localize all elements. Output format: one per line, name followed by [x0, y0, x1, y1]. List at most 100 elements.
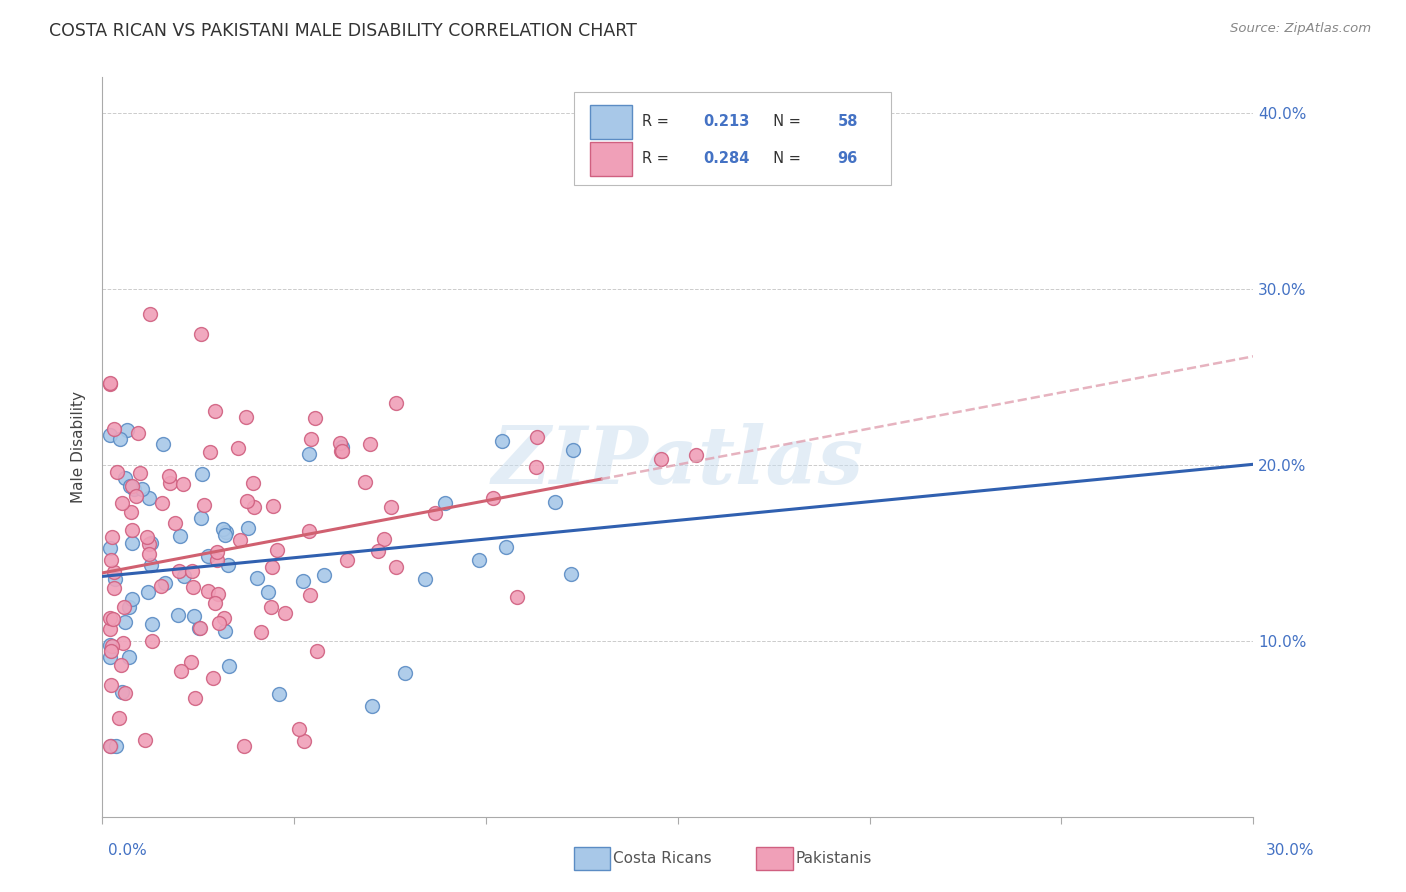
Text: Source: ZipAtlas.com: Source: ZipAtlas.com	[1230, 22, 1371, 36]
Point	[121, 592, 143, 607]
Point	[298, 447, 321, 461]
Point	[526, 430, 548, 444]
Text: Costa Ricans: Costa Ricans	[613, 851, 711, 865]
Point	[112, 636, 135, 650]
Point	[112, 599, 135, 614]
Point	[262, 499, 284, 513]
Point	[121, 536, 143, 550]
Point	[236, 521, 259, 535]
Point	[299, 433, 322, 447]
Point	[170, 665, 193, 679]
Point	[152, 437, 174, 451]
Point	[103, 581, 125, 595]
Point	[298, 524, 321, 539]
Point	[650, 452, 672, 467]
Point	[560, 567, 582, 582]
Point	[138, 491, 160, 505]
Point	[111, 685, 134, 699]
Point	[249, 624, 271, 639]
Point	[207, 553, 229, 567]
Point	[298, 588, 321, 602]
Point	[163, 516, 186, 530]
Point	[495, 540, 517, 554]
Point	[193, 498, 215, 512]
Point	[385, 559, 408, 574]
Point	[332, 443, 354, 458]
Point	[305, 644, 328, 658]
Point	[201, 671, 224, 685]
Point	[141, 634, 163, 648]
Point	[304, 411, 326, 425]
Point	[114, 471, 136, 485]
Point	[183, 580, 205, 594]
Point	[214, 524, 236, 539]
Point	[181, 565, 204, 579]
Point	[190, 327, 212, 342]
Point	[98, 376, 121, 391]
Point	[197, 549, 219, 563]
Point	[243, 500, 266, 515]
Point	[98, 622, 121, 636]
Point	[329, 436, 352, 450]
Point	[208, 615, 231, 630]
Point	[361, 699, 384, 714]
Point	[544, 495, 567, 509]
Point	[359, 437, 381, 451]
Point	[108, 433, 131, 447]
Point	[204, 403, 226, 417]
Point	[491, 434, 513, 449]
FancyBboxPatch shape	[574, 92, 890, 185]
Point	[242, 475, 264, 490]
Point	[380, 500, 402, 514]
Point	[394, 665, 416, 680]
Text: Pakistanis: Pakistanis	[796, 851, 872, 865]
Point	[98, 541, 121, 555]
Point	[184, 691, 207, 706]
Point	[205, 544, 228, 558]
Point	[505, 590, 527, 604]
Point	[169, 529, 191, 543]
Text: R =: R =	[643, 114, 673, 129]
Point	[229, 533, 252, 548]
Point	[188, 621, 211, 635]
Point	[103, 565, 125, 579]
Text: N =: N =	[763, 152, 806, 166]
Point	[204, 597, 226, 611]
Point	[135, 530, 157, 544]
Point	[191, 467, 214, 481]
Point	[98, 638, 121, 652]
Text: 58: 58	[838, 114, 858, 129]
Point	[124, 489, 146, 503]
Point	[685, 448, 707, 462]
Point	[228, 442, 250, 456]
Point	[246, 571, 269, 585]
Point	[159, 475, 181, 490]
Point	[235, 410, 257, 425]
Point	[108, 711, 131, 725]
Point	[385, 396, 408, 410]
Point	[138, 585, 160, 599]
Point	[103, 422, 125, 436]
Point	[139, 558, 162, 573]
Point	[114, 615, 136, 629]
Point	[169, 564, 191, 578]
Point	[100, 678, 122, 692]
Point	[100, 739, 122, 753]
Point	[188, 621, 211, 635]
Point	[180, 655, 202, 669]
Point	[214, 611, 236, 625]
Point	[336, 553, 359, 567]
Point	[214, 624, 236, 638]
Point	[100, 644, 122, 658]
Point	[98, 739, 121, 753]
Text: 0.284: 0.284	[703, 152, 749, 166]
Point	[218, 659, 240, 673]
Point	[260, 599, 283, 614]
Point	[100, 553, 122, 567]
Point	[157, 469, 180, 483]
Point	[138, 537, 160, 551]
Point	[131, 482, 153, 496]
Point	[121, 524, 143, 538]
Point	[267, 687, 290, 701]
Point	[100, 640, 122, 654]
